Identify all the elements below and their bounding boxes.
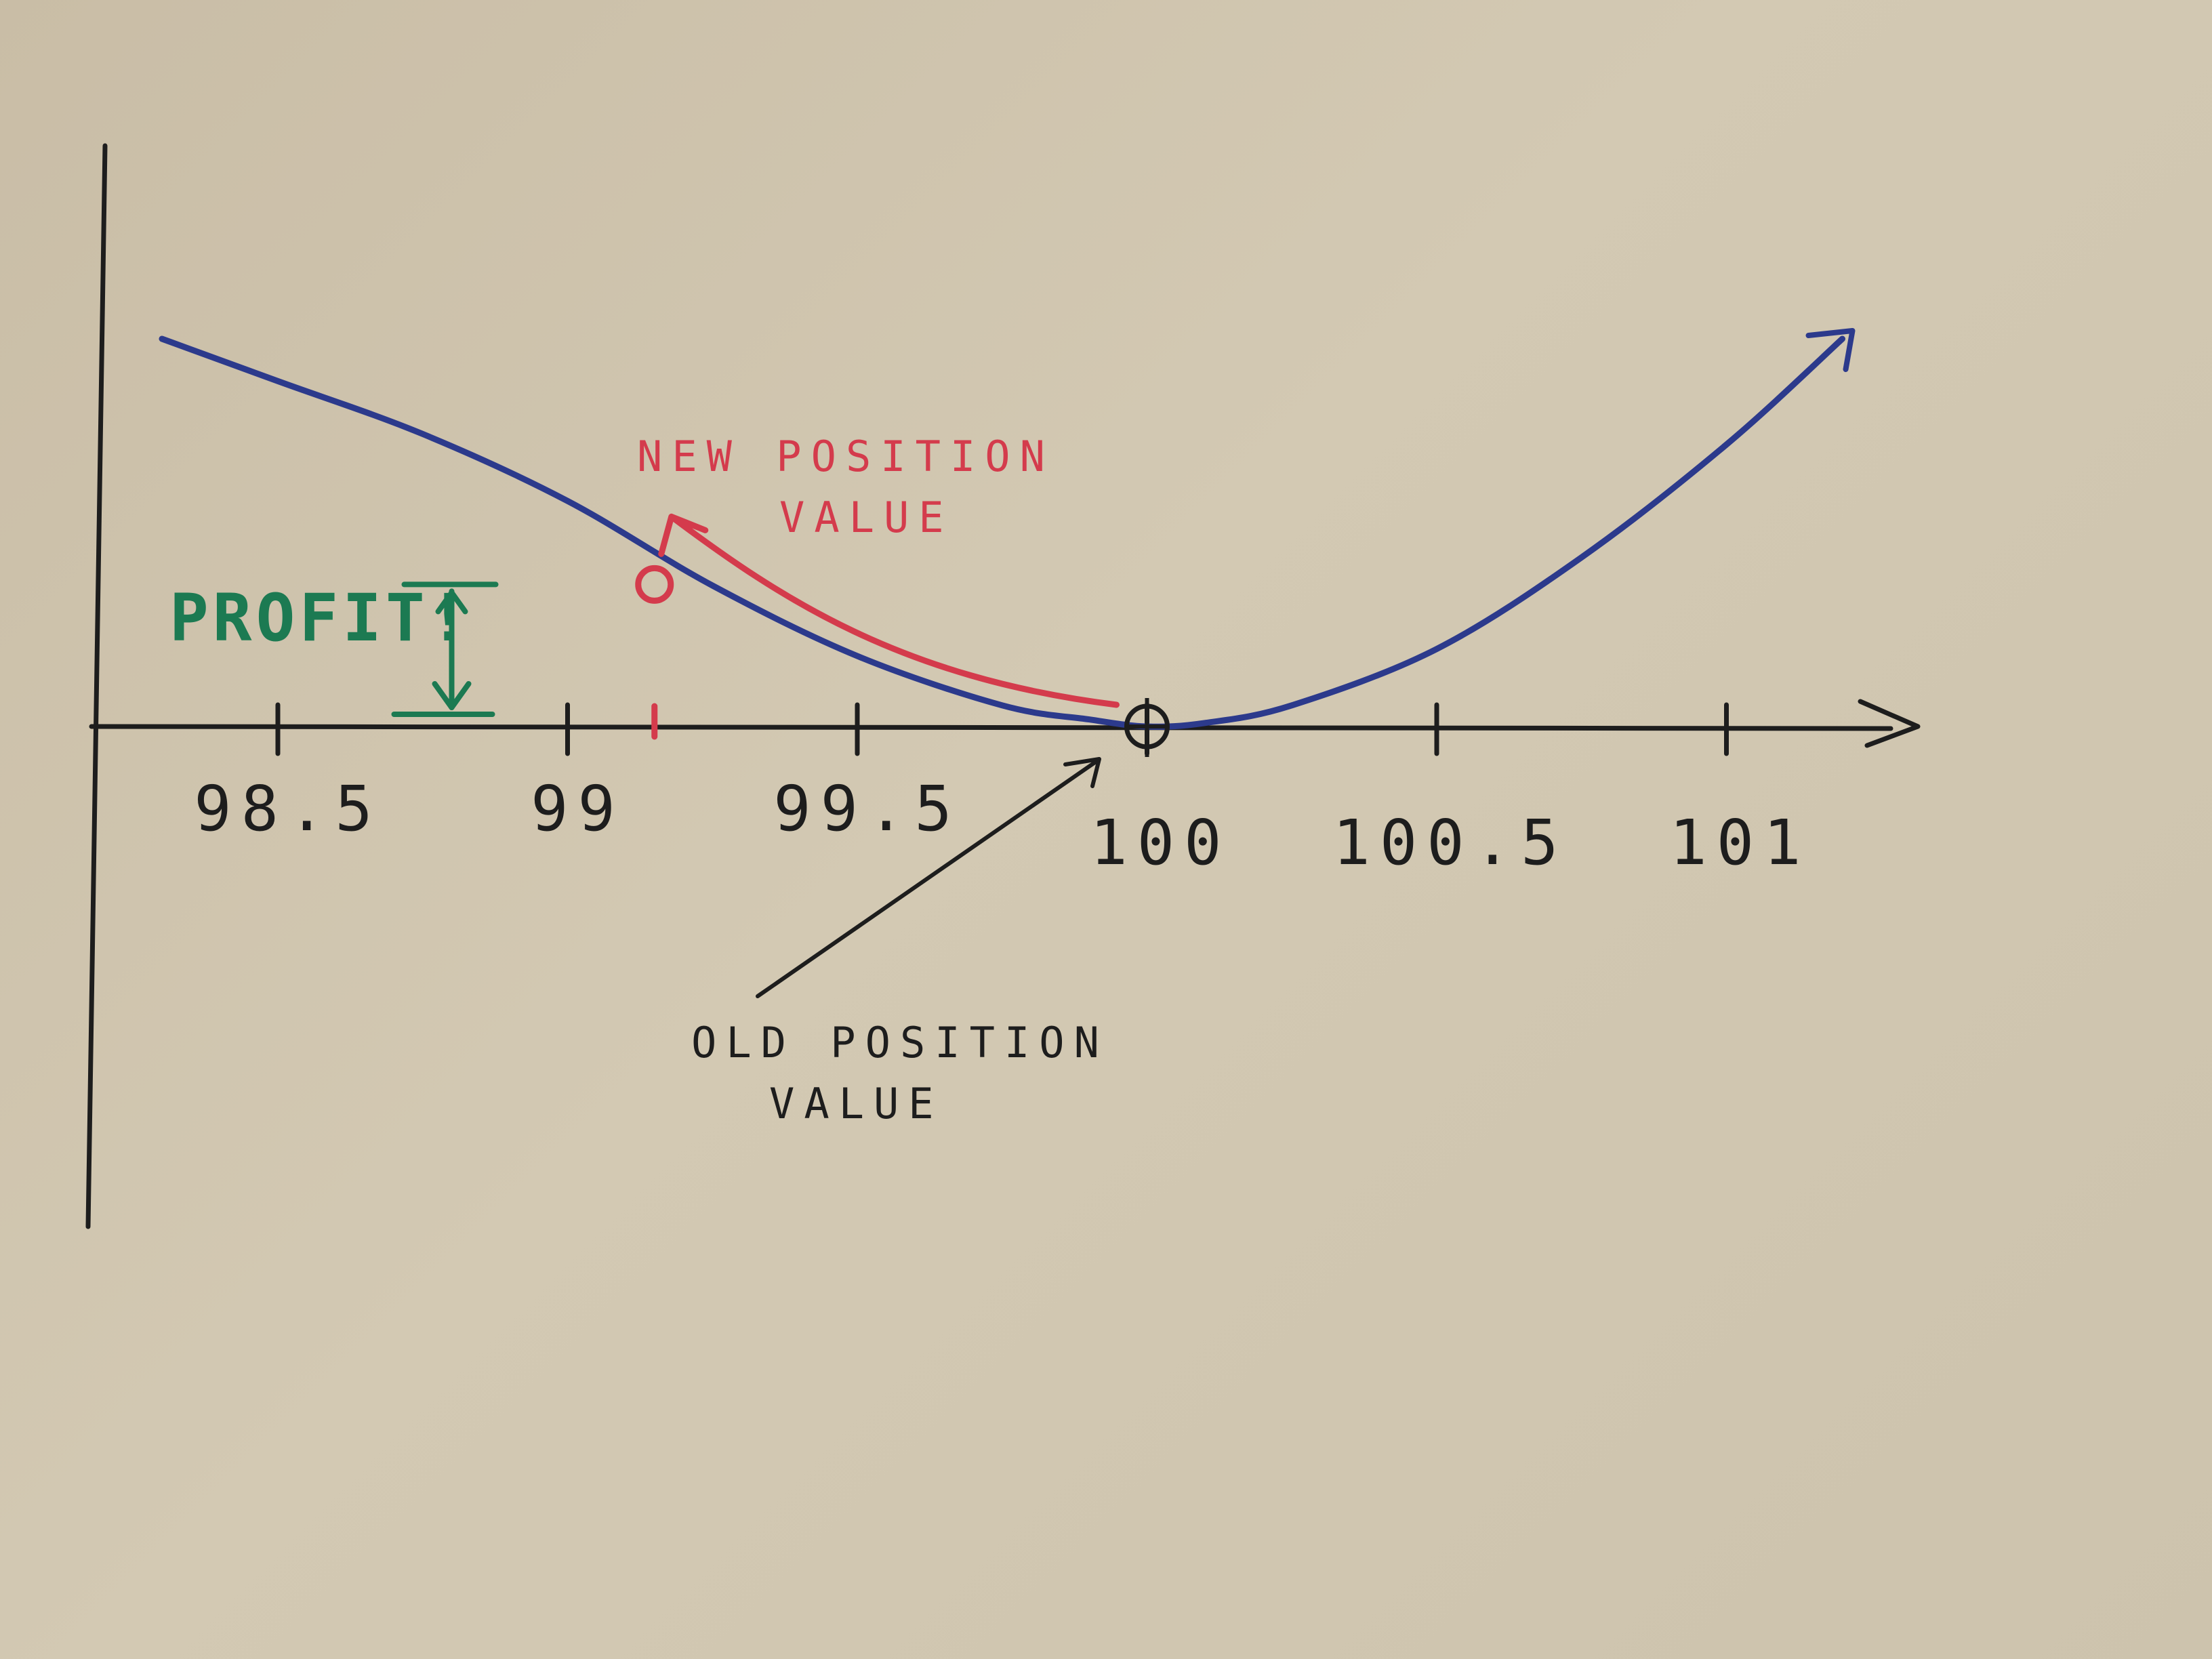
- old-position-arrowhead: [1063, 757, 1101, 788]
- profit-label: PROFIT!: [169, 580, 472, 656]
- new-position-arrow: [658, 513, 1120, 708]
- new-position-point: [635, 565, 674, 604]
- x-axis-arrowhead: [1858, 699, 1921, 748]
- profit-bar: [391, 581, 499, 717]
- x-tick-label: 99.5: [773, 773, 962, 845]
- x-tick-label: 98.5: [194, 773, 382, 845]
- curve: [159, 335, 1845, 730]
- x-axis: [89, 724, 1893, 731]
- curve-arrowhead: [1805, 328, 1856, 372]
- new-position-label-line2: VALUE: [779, 493, 954, 542]
- x-tick-label: 100.5: [1333, 806, 1568, 879]
- new-position-label-line1: NEW POSITION: [637, 432, 1054, 481]
- profit-bar-arrowhead-up: [435, 590, 468, 615]
- y-axis: [85, 143, 108, 1229]
- old-position-label-line2: VALUE: [769, 1079, 943, 1128]
- x-tick-label: 100: [1090, 806, 1231, 879]
- old-position-label-line1: OLD POSITION: [691, 1018, 1109, 1067]
- x-tick-label: 99: [531, 773, 625, 845]
- x-tick-label: 101: [1669, 806, 1810, 879]
- profit-bar-arrowhead-down: [432, 681, 472, 710]
- old-position-point: [1124, 698, 1170, 757]
- old-position-arrow: [756, 758, 1100, 998]
